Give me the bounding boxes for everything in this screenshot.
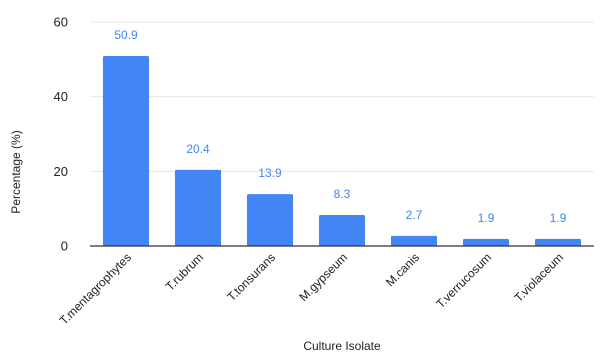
x-tick-label: T.tonsurans [224, 250, 278, 304]
bar [246, 194, 294, 246]
y-tick-label: 60 [54, 15, 68, 30]
data-label: 2.7 [406, 208, 423, 222]
data-labels: 50.9 20.4 13.9 8.3 2.7 1.9 1.9 [114, 28, 566, 225]
data-label: 8.3 [334, 187, 351, 201]
x-tick-label: T.violaceum [511, 250, 566, 305]
data-label: 50.9 [114, 28, 138, 42]
y-axis-label: Percentage (%) [9, 130, 23, 213]
bar [390, 235, 438, 246]
data-label: 13.9 [258, 166, 282, 180]
x-tick-label: T.mentagrophytes [57, 250, 134, 327]
data-label: 1.9 [478, 211, 495, 225]
x-axis-ticks: T.mentagrophytes T.rubrum T.tonsurans M.gyp… [57, 250, 566, 327]
bar [174, 169, 222, 246]
bar [534, 238, 582, 246]
gridlines [90, 21, 594, 172]
y-tick-label: 0 [61, 239, 68, 254]
x-tick-label: T.verrucosum [433, 250, 494, 311]
x-tick-label: M.canis [383, 250, 422, 289]
x-tick-label: M.gypseum [296, 250, 350, 304]
y-tick-label: 40 [54, 89, 68, 104]
data-label: 20.4 [186, 142, 210, 156]
x-tick-label: T.rubrum [163, 250, 206, 293]
bars [102, 55, 582, 247]
bar [462, 238, 510, 246]
y-axis-ticks: 0 20 40 60 [54, 15, 68, 254]
data-label: 1.9 [550, 211, 567, 225]
bar [318, 215, 366, 246]
y-tick-label: 20 [54, 164, 68, 179]
bar [102, 55, 150, 247]
x-axis-label: Culture Isolate [303, 339, 381, 353]
